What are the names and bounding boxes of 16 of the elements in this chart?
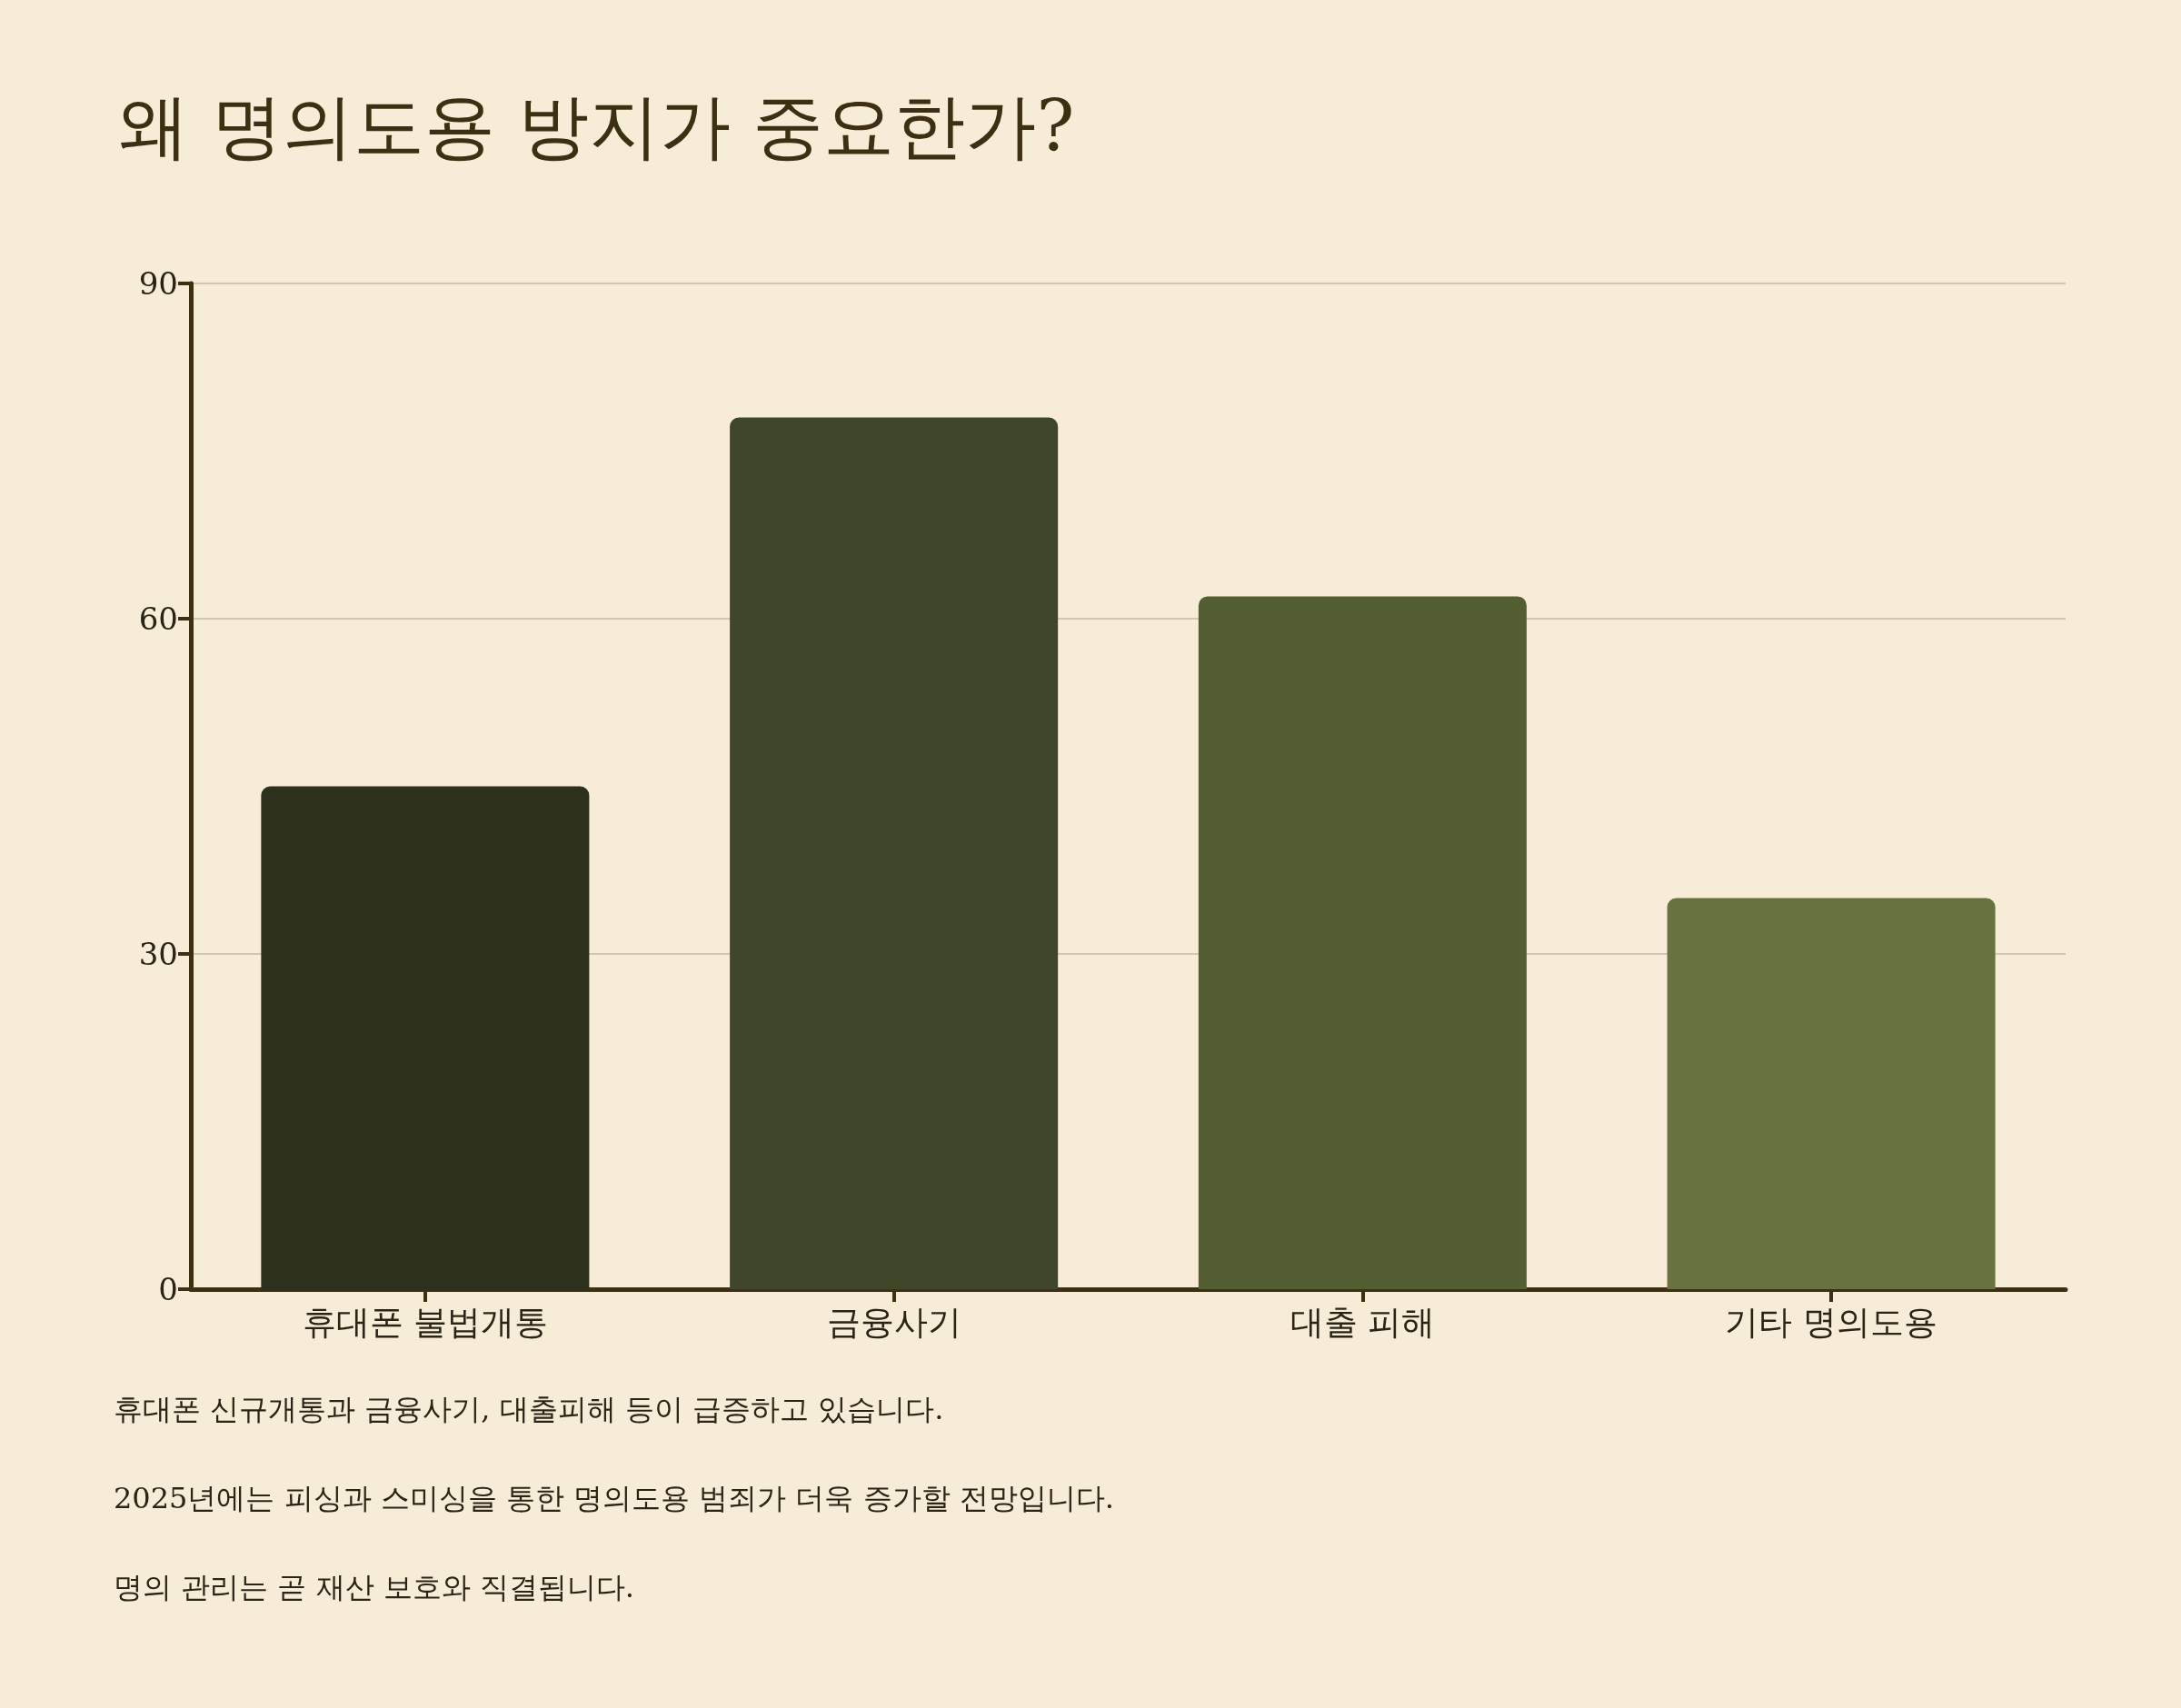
y-tick-label: 90 bbox=[138, 265, 178, 302]
text: 휴대폰 신규개통과 금융사기, 대출피해 등이 급증하고 있습니다. bbox=[114, 1392, 944, 1426]
text: 명의 관리는 곧 재산 보호와 직결됩니다. bbox=[114, 1570, 635, 1604]
y-tick-label: 30 bbox=[138, 936, 178, 972]
y-tick-label: 0 bbox=[158, 1271, 178, 1307]
x-tick-label: 대출 피해 bbox=[1290, 1303, 1436, 1342]
x-tick-label: 기타 명의도용 bbox=[1725, 1303, 1938, 1342]
bar bbox=[261, 786, 590, 1289]
x-tick-label: 휴대폰 불법개통 bbox=[302, 1303, 549, 1342]
bar bbox=[730, 417, 1059, 1289]
text: 2025년에는 피싱과 스미싱을 통한 명의도용 범죄가 더욱 증가할 전망입니다. bbox=[114, 1481, 1114, 1515]
chart-title: 왜 명의도용 방지가 중요한가? bbox=[118, 85, 1075, 167]
bar bbox=[1667, 898, 1996, 1289]
y-tick-label: 60 bbox=[138, 601, 178, 637]
x-tick-label: 금융사기 bbox=[826, 1303, 961, 1342]
bar bbox=[1198, 596, 1527, 1289]
